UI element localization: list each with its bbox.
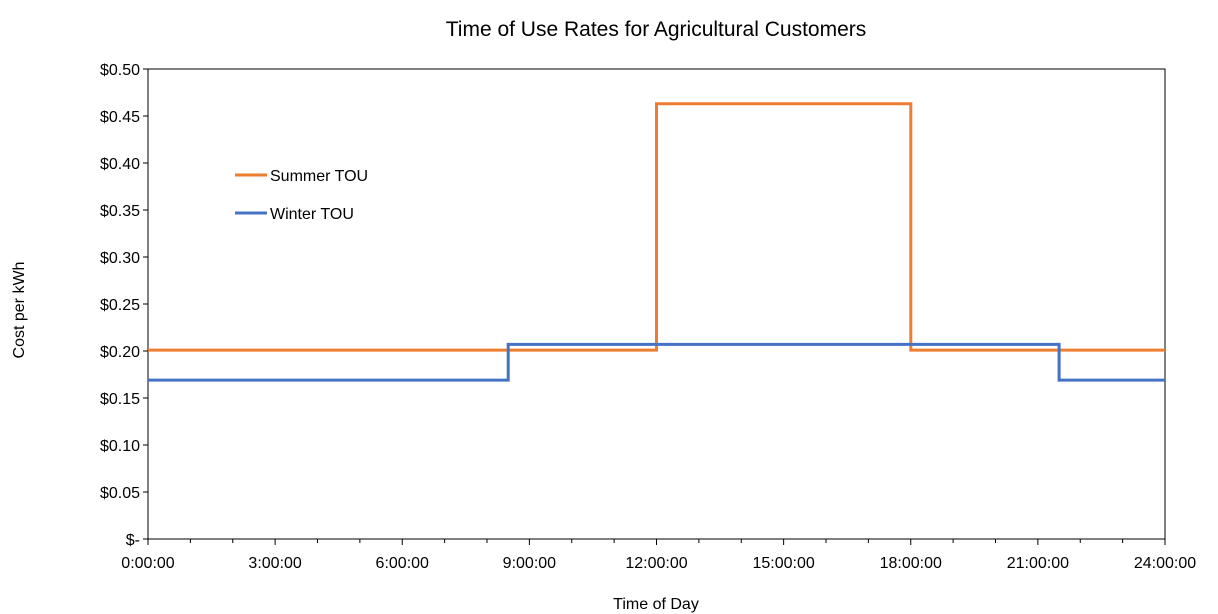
y-tick-label: $0.15: [100, 391, 140, 408]
x-axis-ticks: 0:00:00 3:00:00 6:00:00 9:00:00 12:00:00 15:0…: [121, 539, 1196, 572]
x-tick-label: 21:00:00: [1007, 555, 1069, 572]
y-tick-label: $0.05: [100, 485, 140, 502]
y-tick-label: $0.30: [100, 250, 140, 267]
y-tick-label: $0.50: [100, 62, 140, 79]
x-tick-label: 9:00:00: [503, 555, 556, 572]
series-line-summer-tou: [148, 102, 1165, 352]
x-axis-label: Time of Day: [613, 596, 699, 613]
y-tick-label: $0.40: [100, 156, 140, 173]
y-tick-label: $0.25: [100, 297, 140, 314]
x-tick-label: 18:00:00: [880, 555, 942, 572]
x-tick-label: 6:00:00: [376, 555, 429, 572]
legend-label: Winter TOU: [270, 206, 354, 223]
series-line-winter-tou: [148, 342, 1165, 382]
x-tick-label: 15:00:00: [752, 555, 814, 572]
y-tick-label: $0.10: [100, 438, 140, 455]
series-layer: [148, 102, 1165, 382]
legend-label: Summer TOU: [270, 168, 368, 185]
x-tick-label: 24:00:00: [1134, 555, 1196, 572]
y-tick-label: $0.20: [100, 344, 140, 361]
y-axis-label: Cost per kWh: [11, 262, 28, 359]
x-tick-label: 0:00:00: [121, 555, 174, 572]
x-tick-label: 12:00:00: [625, 555, 687, 572]
y-axis-ticks: $- $0.05 $0.10 $0.15 $0.20 $0.25 $0.30 $0.35 $0.…: [100, 62, 148, 549]
y-tick-label: $-: [126, 532, 140, 549]
legend: Summer TOU Winter TOU: [235, 168, 368, 223]
chart-title: Time of Use Rates for Agricultural Custo…: [446, 18, 867, 41]
x-tick-label: 3:00:00: [248, 555, 301, 572]
y-tick-label: $0.35: [100, 203, 140, 220]
y-tick-label: $0.45: [100, 109, 140, 126]
